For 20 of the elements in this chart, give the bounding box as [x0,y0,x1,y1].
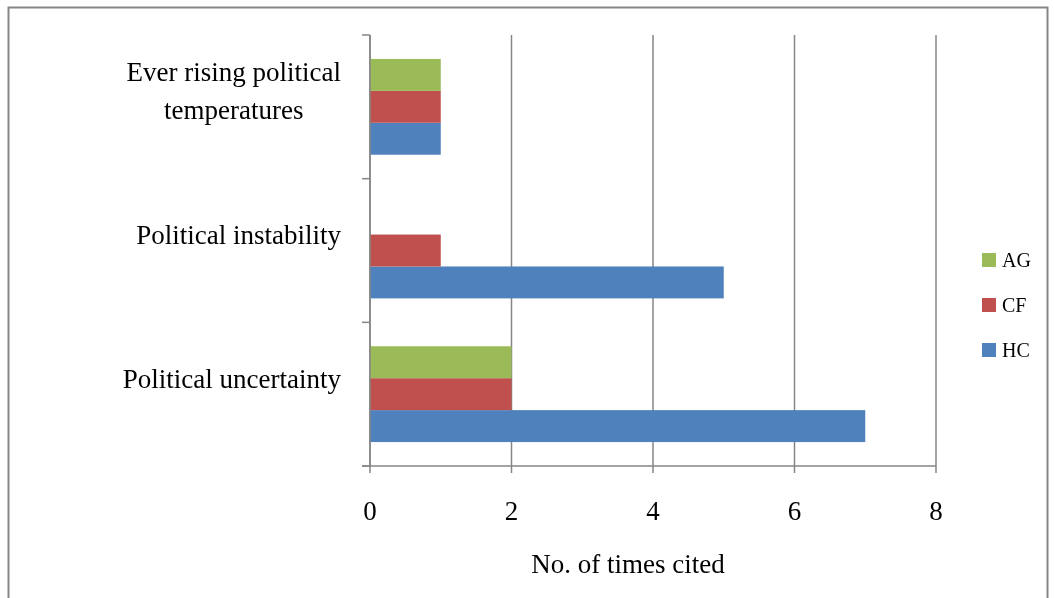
y-tick-label: Political uncertainty [122,363,342,394]
y-tick-label: Political instability [136,219,342,250]
bar [370,90,441,123]
bar [370,122,441,155]
x-axis-title: No. of times cited [531,549,726,579]
x-tick-label: 8 [929,496,943,526]
x-tick-label: 4 [646,496,661,526]
legend-label: HC [1002,339,1030,361]
bar [370,410,866,443]
x-tick-label: 6 [787,496,802,526]
legend-label: AG [1002,249,1031,271]
bar [370,346,512,379]
bar [370,58,441,91]
x-tick-label: 2 [504,496,519,526]
x-tick-label: 0 [363,496,377,526]
bar [370,266,724,299]
y-tick-label: Ever rising political temperatures [126,57,341,126]
legend-label: CF [1002,294,1027,316]
bar [370,378,512,411]
bar [370,234,441,267]
